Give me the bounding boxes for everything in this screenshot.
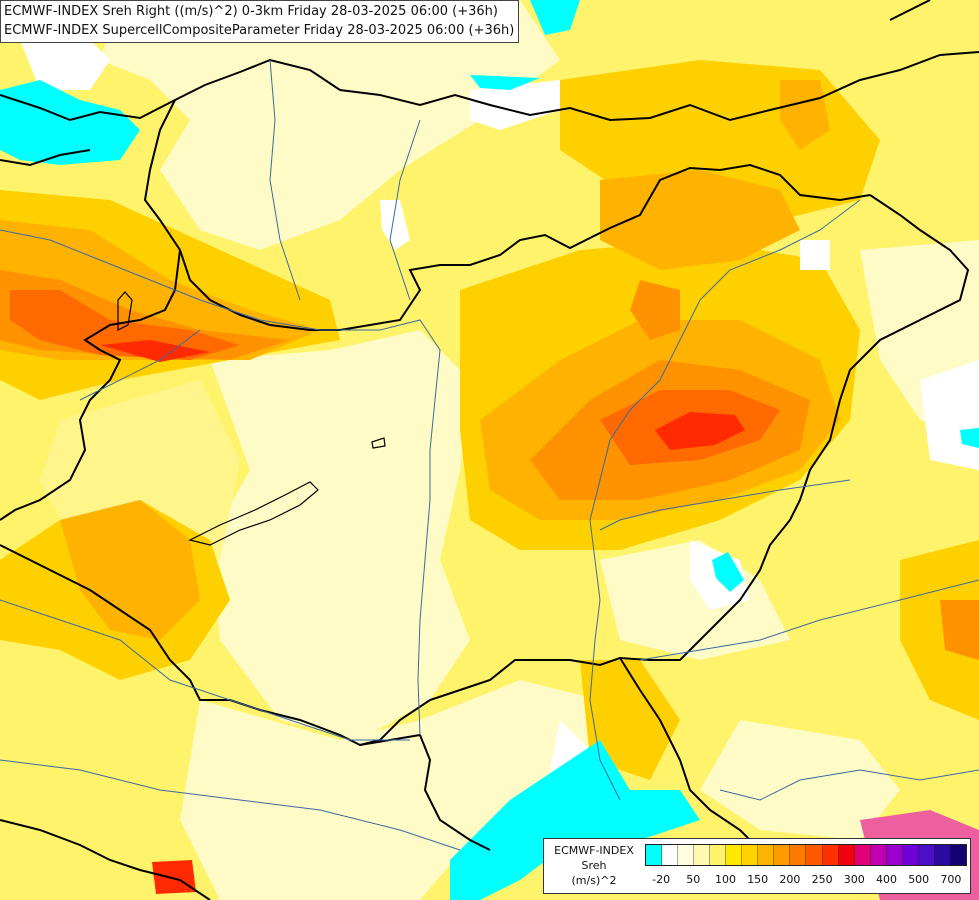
legend-swatch [822,845,839,865]
white-zone-north [20,30,110,90]
amber-zone-southwest [60,500,200,640]
legend-swatch [726,845,743,865]
border-czech-austria [0,149,91,167]
white-zone-north3 [800,240,830,270]
legend-swatch [774,845,791,865]
river-hron [389,119,421,301]
legend-tick-label: 400 [876,873,897,886]
orange-zone-southeast [940,600,979,660]
river-drava [0,599,410,741]
river-danube [0,229,441,736]
legend-swatch [710,845,727,865]
border-north-slovakia [0,51,979,122]
legend-title: ECMWF-INDEX Sreh (m/s)^2 [546,843,642,888]
legend-swatch [918,845,935,865]
border-northeast-poland [889,0,931,21]
legend-tick-label: 250 [811,873,833,886]
legend-swatch [854,845,871,865]
border-slovakia-hungary [179,163,871,331]
red-zone-center [655,412,745,450]
legend-title-line1: ECMWF-INDEX [554,844,634,857]
legend-swatch [646,845,663,865]
title-line-scp: ECMWF-INDEX SupercellCompositeParameter … [4,23,515,38]
cyan-zone-south [450,740,700,900]
legend-swatch [790,845,807,865]
cyan-zone-east [960,428,979,448]
legend-swatch [950,845,966,865]
legend-title-line3: (m/s)^2 [571,874,617,887]
cyan-zone-northwest [0,80,140,165]
river-koros [599,479,851,531]
pale-zone-south [180,680,640,900]
pale-zone-center [210,330,470,740]
border-west-austria [0,99,182,521]
legend-tick-label: 700 [940,873,962,886]
legend-swatch [694,845,711,865]
lake-neusiedl [117,291,133,331]
river-south-east [719,769,979,801]
legend-swatch [886,845,903,865]
red-zone-west [100,340,210,362]
river-sava [0,759,461,851]
border-hungary-ukraine-romania [359,194,970,746]
legend-swatch [902,845,919,865]
legend-tick-label: 200 [779,873,801,886]
legend-swatch [678,845,695,865]
legend-swatch [742,845,759,865]
legend-swatch [758,845,775,865]
title-line-sreh: ECMWF-INDEX Sreh Right ((m/s)^2) 0-3km F… [4,4,498,19]
orange-zone-north [630,280,680,340]
amber-zone-northeast-peak [780,80,830,150]
legend-tick-label: -20 [652,873,671,886]
legend-tick-label: 50 [686,873,701,886]
legend-tick-label: 150 [747,873,769,886]
lake-small-center [371,437,386,449]
red-zone-south [152,860,196,894]
dark-orange-zone-west [10,290,240,360]
border-south-serbia [419,734,491,851]
color-legend: ECMWF-INDEX Sreh (m/s)^2 -20 50 100 150 200 2… [543,838,971,894]
legend-tick-label: 300 [843,873,865,886]
legend-tick-label: 500 [908,873,930,886]
legend-swatch [870,845,887,865]
legend-swatch [934,845,951,865]
pale-zone-north [100,0,560,250]
river-vah [269,59,301,301]
white-zone-center-north [380,200,410,250]
legend-colorbar [645,844,967,866]
legend-title-line2: Sreh [581,859,607,872]
river-tisza [589,199,861,801]
legend-swatch [838,845,855,865]
amber-zone-north [600,170,800,270]
lake-balaton [188,481,319,546]
legend-swatch [806,845,823,865]
river-mures [639,579,979,661]
cyan-zone-north2 [470,75,540,90]
legend-swatch [662,845,679,865]
legend-tick-label: 100 [715,873,736,886]
cyan-zone-east2 [712,552,744,592]
chart-title-box: ECMWF-INDEX Sreh Right ((m/s)^2) 0-3km F… [0,0,520,43]
white-zone-north2 [470,80,560,130]
border-east-romania-serbia [619,657,761,851]
cyan-zone-north [530,0,580,35]
river-raba [79,329,201,401]
border-bosnia [0,819,211,900]
